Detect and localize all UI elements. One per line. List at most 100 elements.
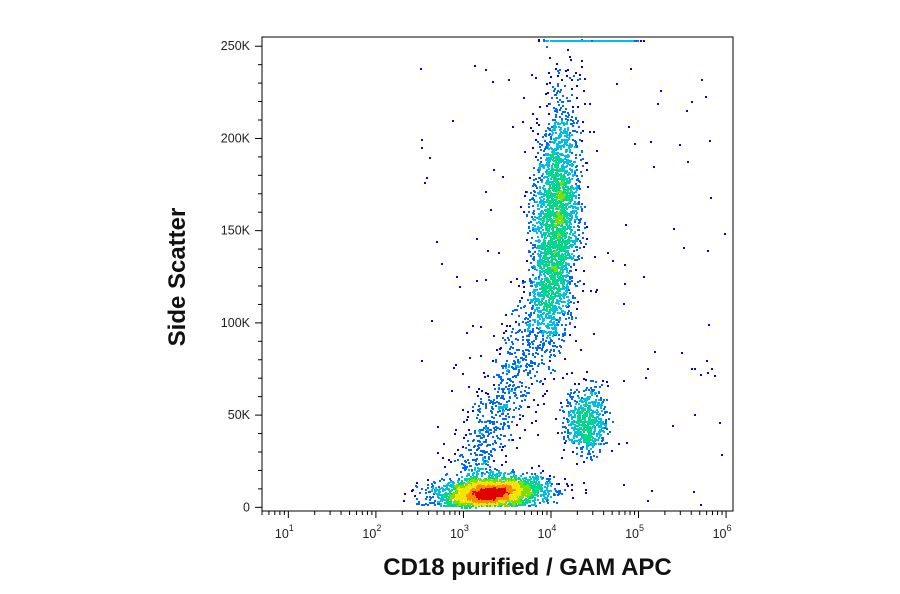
- event-dot: [586, 226, 588, 228]
- event-dot: [515, 492, 517, 494]
- event-dot: [577, 434, 579, 436]
- event-dot: [414, 495, 416, 497]
- event-dot: [503, 490, 505, 492]
- event-dot: [581, 140, 583, 142]
- event-dot: [559, 228, 561, 230]
- event-dot: [522, 503, 524, 505]
- event-dot: [559, 352, 561, 354]
- event-dot: [537, 181, 539, 183]
- event-dot: [575, 117, 577, 119]
- event-dot: [500, 483, 502, 485]
- event-dot: [587, 425, 589, 427]
- event-dot: [577, 416, 579, 418]
- event-dot: [570, 119, 572, 121]
- event-dot: [574, 219, 576, 221]
- event-dot: [565, 440, 567, 442]
- event-dot: [470, 493, 472, 495]
- event-dot: [561, 493, 563, 495]
- event-dot: [576, 212, 578, 214]
- event-dot: [523, 97, 525, 99]
- event-dot: [567, 280, 569, 282]
- event-dot: [439, 480, 441, 482]
- event-dot: [503, 498, 505, 500]
- event-dot: [605, 424, 607, 426]
- event-dot: [518, 485, 520, 487]
- event-dot: [549, 247, 551, 249]
- event-dot: [589, 416, 591, 418]
- event-dot: [567, 112, 569, 114]
- event-dot: [491, 489, 493, 491]
- event-dot: [548, 113, 550, 115]
- event-dot: [416, 482, 418, 484]
- event-dot: [510, 476, 512, 478]
- event-dot: [580, 242, 582, 244]
- event-dot: [479, 487, 481, 489]
- event-dot: [545, 130, 547, 132]
- event-dot: [583, 461, 585, 463]
- event-dot: [564, 253, 566, 255]
- event-dot: [570, 211, 572, 213]
- event-dot: [532, 227, 534, 229]
- event-dot: [458, 478, 460, 480]
- event-dot: [504, 496, 506, 498]
- event-dot: [472, 483, 474, 485]
- event-dot: [574, 232, 576, 234]
- event-dot: [484, 482, 486, 484]
- event-dot: [561, 253, 563, 255]
- event-dot: [594, 386, 596, 388]
- event-dot: [533, 500, 535, 502]
- event-dot: [590, 419, 592, 421]
- event-dot: [584, 103, 586, 105]
- event-dot: [559, 409, 561, 411]
- event-dot: [541, 181, 543, 183]
- event-dot: [555, 114, 557, 116]
- event-dot: [532, 476, 534, 478]
- event-dot: [574, 383, 576, 385]
- event-dot: [567, 139, 569, 141]
- event-dot: [550, 76, 552, 78]
- event-dot: [545, 340, 547, 342]
- event-dot: [576, 218, 578, 220]
- event-dot: [532, 305, 534, 307]
- event-dot: [551, 97, 553, 99]
- event-dot: [548, 257, 550, 259]
- event-dot: [483, 479, 485, 481]
- event-dot: [577, 421, 579, 423]
- event-dot: [486, 502, 488, 504]
- event-dot: [574, 243, 576, 245]
- event-dot: [455, 497, 457, 499]
- event-dot: [565, 318, 567, 320]
- event-dot: [576, 447, 578, 449]
- event-dot: [529, 500, 531, 502]
- event-dot: [571, 253, 573, 255]
- event-dot: [581, 434, 583, 436]
- event-dot: [534, 504, 536, 506]
- event-dot: [539, 177, 541, 179]
- event-dot: [560, 131, 562, 133]
- event-dot: [449, 495, 451, 497]
- event-dot: [571, 484, 573, 486]
- event-dot: [573, 416, 575, 418]
- event-dot: [550, 215, 552, 217]
- event-dot: [544, 393, 546, 395]
- event-dot: [566, 134, 568, 136]
- event-dot: [534, 473, 536, 475]
- event-dot: [585, 243, 587, 245]
- event-dot: [515, 478, 517, 480]
- event-dot: [553, 501, 555, 503]
- event-dot: [586, 404, 588, 406]
- event-dot: [578, 234, 580, 236]
- event-dot: [507, 500, 509, 502]
- event-dot: [581, 60, 583, 62]
- event-dot: [543, 363, 545, 365]
- event-dot: [427, 504, 429, 506]
- event-dot: [555, 208, 557, 210]
- event-dot: [549, 351, 551, 353]
- event-dot: [539, 163, 541, 165]
- event-dot: [570, 244, 572, 246]
- event-dot: [566, 178, 568, 180]
- event-dot: [416, 498, 418, 500]
- event-dot: [541, 268, 543, 270]
- event-dot: [515, 487, 517, 489]
- event-dot: [602, 430, 604, 432]
